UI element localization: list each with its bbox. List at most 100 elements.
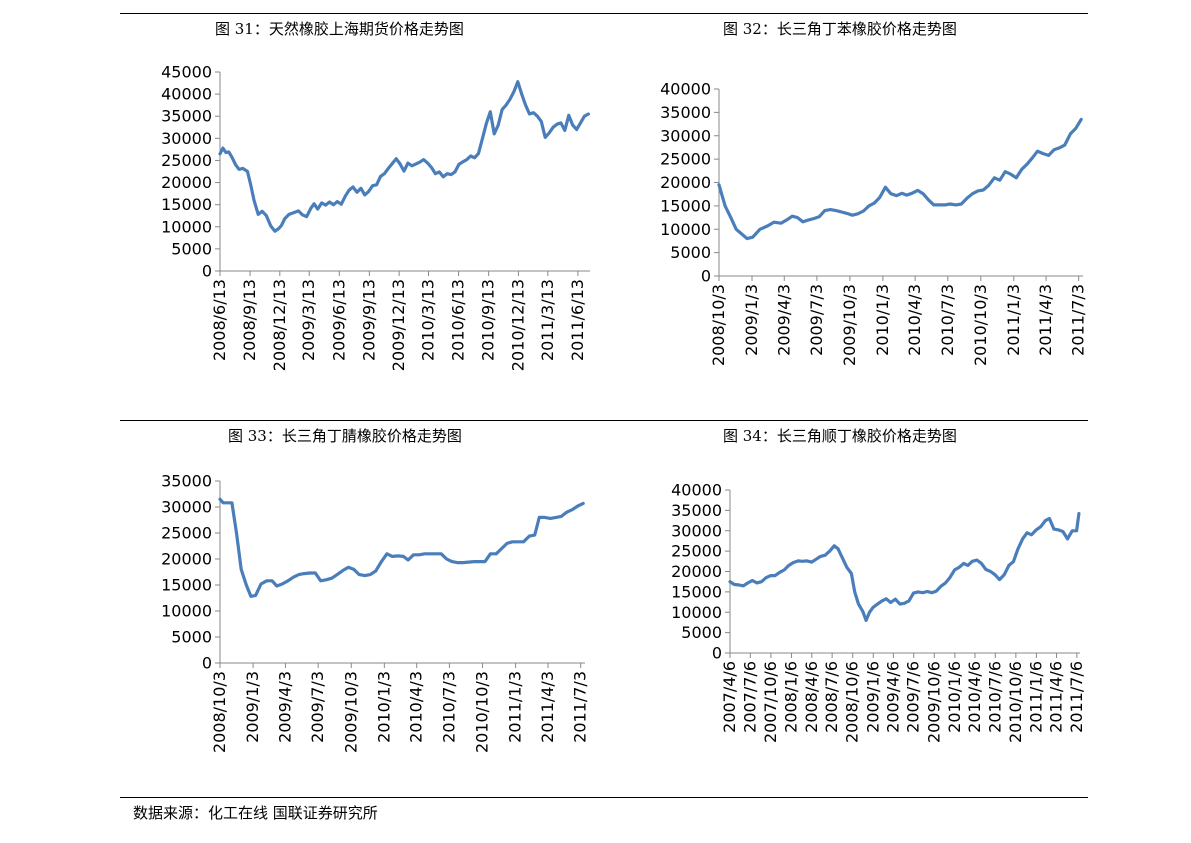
x-tick-label: 2011/7/3 [1069,284,1088,356]
y-tick-label: 5000 [171,239,212,258]
data-point [834,209,838,212]
y-tick-label: 20000 [671,562,722,581]
data-point [504,104,508,107]
data-point [1004,170,1007,173]
data-point [410,164,414,167]
data-point [760,580,763,583]
x-tick-label: 2009/4/3 [774,284,793,356]
data-point [1020,168,1023,171]
data-point [283,217,286,220]
data-point [807,218,810,222]
data-point [962,562,965,565]
data-point [828,549,831,553]
data-point [277,227,280,230]
y-tick-label: 10000 [161,602,212,621]
data-point [1012,560,1015,563]
data-point [758,228,762,231]
data-point [511,540,514,543]
data-point [316,207,319,211]
data-point [1048,517,1051,520]
data-point [270,579,274,582]
data-point [355,191,359,194]
data-point [549,517,552,520]
data-point [998,179,1001,182]
data-point [330,577,333,580]
data-point [833,544,836,547]
data-point [801,220,805,223]
data-point [438,170,441,174]
data-point [261,210,264,213]
x-tick-label: 2011/1/3 [506,671,525,743]
data-point [773,574,777,577]
data-point [395,157,398,160]
x-tick-label: 2009/6/13 [329,279,348,361]
data-point [971,192,974,195]
data-point [766,224,769,228]
data-point [868,611,871,614]
data-point [898,602,902,606]
x-tick-label: 2010/10/3 [971,284,990,366]
data-point [418,553,421,556]
data-point [805,559,809,563]
data-point [328,200,331,204]
data-point [910,192,914,195]
x-tick-label: 2009/9/13 [359,279,378,361]
data-point [379,175,382,178]
data-point [398,162,402,166]
chart-2-group: 0 5000 10000 15000 20000 25000 30000 35000 40000… [660,80,1088,367]
data-point [889,601,892,604]
x-tick-label: 2008/10/6 [843,661,862,743]
y-tick-label: 30000 [660,126,711,145]
data-point [495,552,498,555]
data-point [363,193,366,197]
data-point [575,128,578,131]
data-point [785,218,788,222]
data-point [456,561,459,564]
x-tick-label: 2011/1/6 [1026,661,1045,733]
data-point [836,547,840,550]
data-point [935,589,938,593]
data-point [571,123,574,127]
data-point [469,154,472,158]
data-point [344,195,347,198]
x-tick-label: 2008/12/13 [270,279,289,371]
data-point [921,192,925,195]
chart-title-32: 图 32：长三角丁苯橡胶价格走势图 [723,20,957,38]
data-point [895,194,898,197]
x-tick-label: 2010/3/13 [419,279,438,361]
data-point [1077,512,1081,515]
data-point [308,571,312,575]
data-point [949,202,952,206]
data-point [953,568,956,572]
data-point [363,574,367,577]
x-tick-label: 2010/6/13 [449,279,468,361]
data-point [414,162,417,166]
data-point [351,185,355,189]
x-tick-label: 2010/1/6 [945,661,964,733]
y-tick-label: 30000 [161,498,212,517]
data-point [735,228,738,231]
data-point [583,115,586,118]
data-point [473,560,476,563]
data-point [560,515,563,518]
y-tick-label: 15000 [161,195,212,214]
data-point [461,561,465,564]
data-point [347,188,351,192]
data-point [230,501,234,504]
data-point [857,602,860,606]
x-tick-label: 2010/10/6 [1006,661,1025,743]
data-point [1047,154,1050,157]
data-point [259,582,263,586]
data-point [500,108,504,111]
data-point [840,210,843,214]
data-point [801,560,804,563]
data-point [301,213,304,216]
data-point [281,582,284,586]
x-tick-label: 2008/9/13 [240,279,259,361]
data-point [230,155,233,159]
data-point [489,110,492,114]
data-point [286,579,290,582]
data-point [778,571,781,574]
data-point [249,183,252,186]
